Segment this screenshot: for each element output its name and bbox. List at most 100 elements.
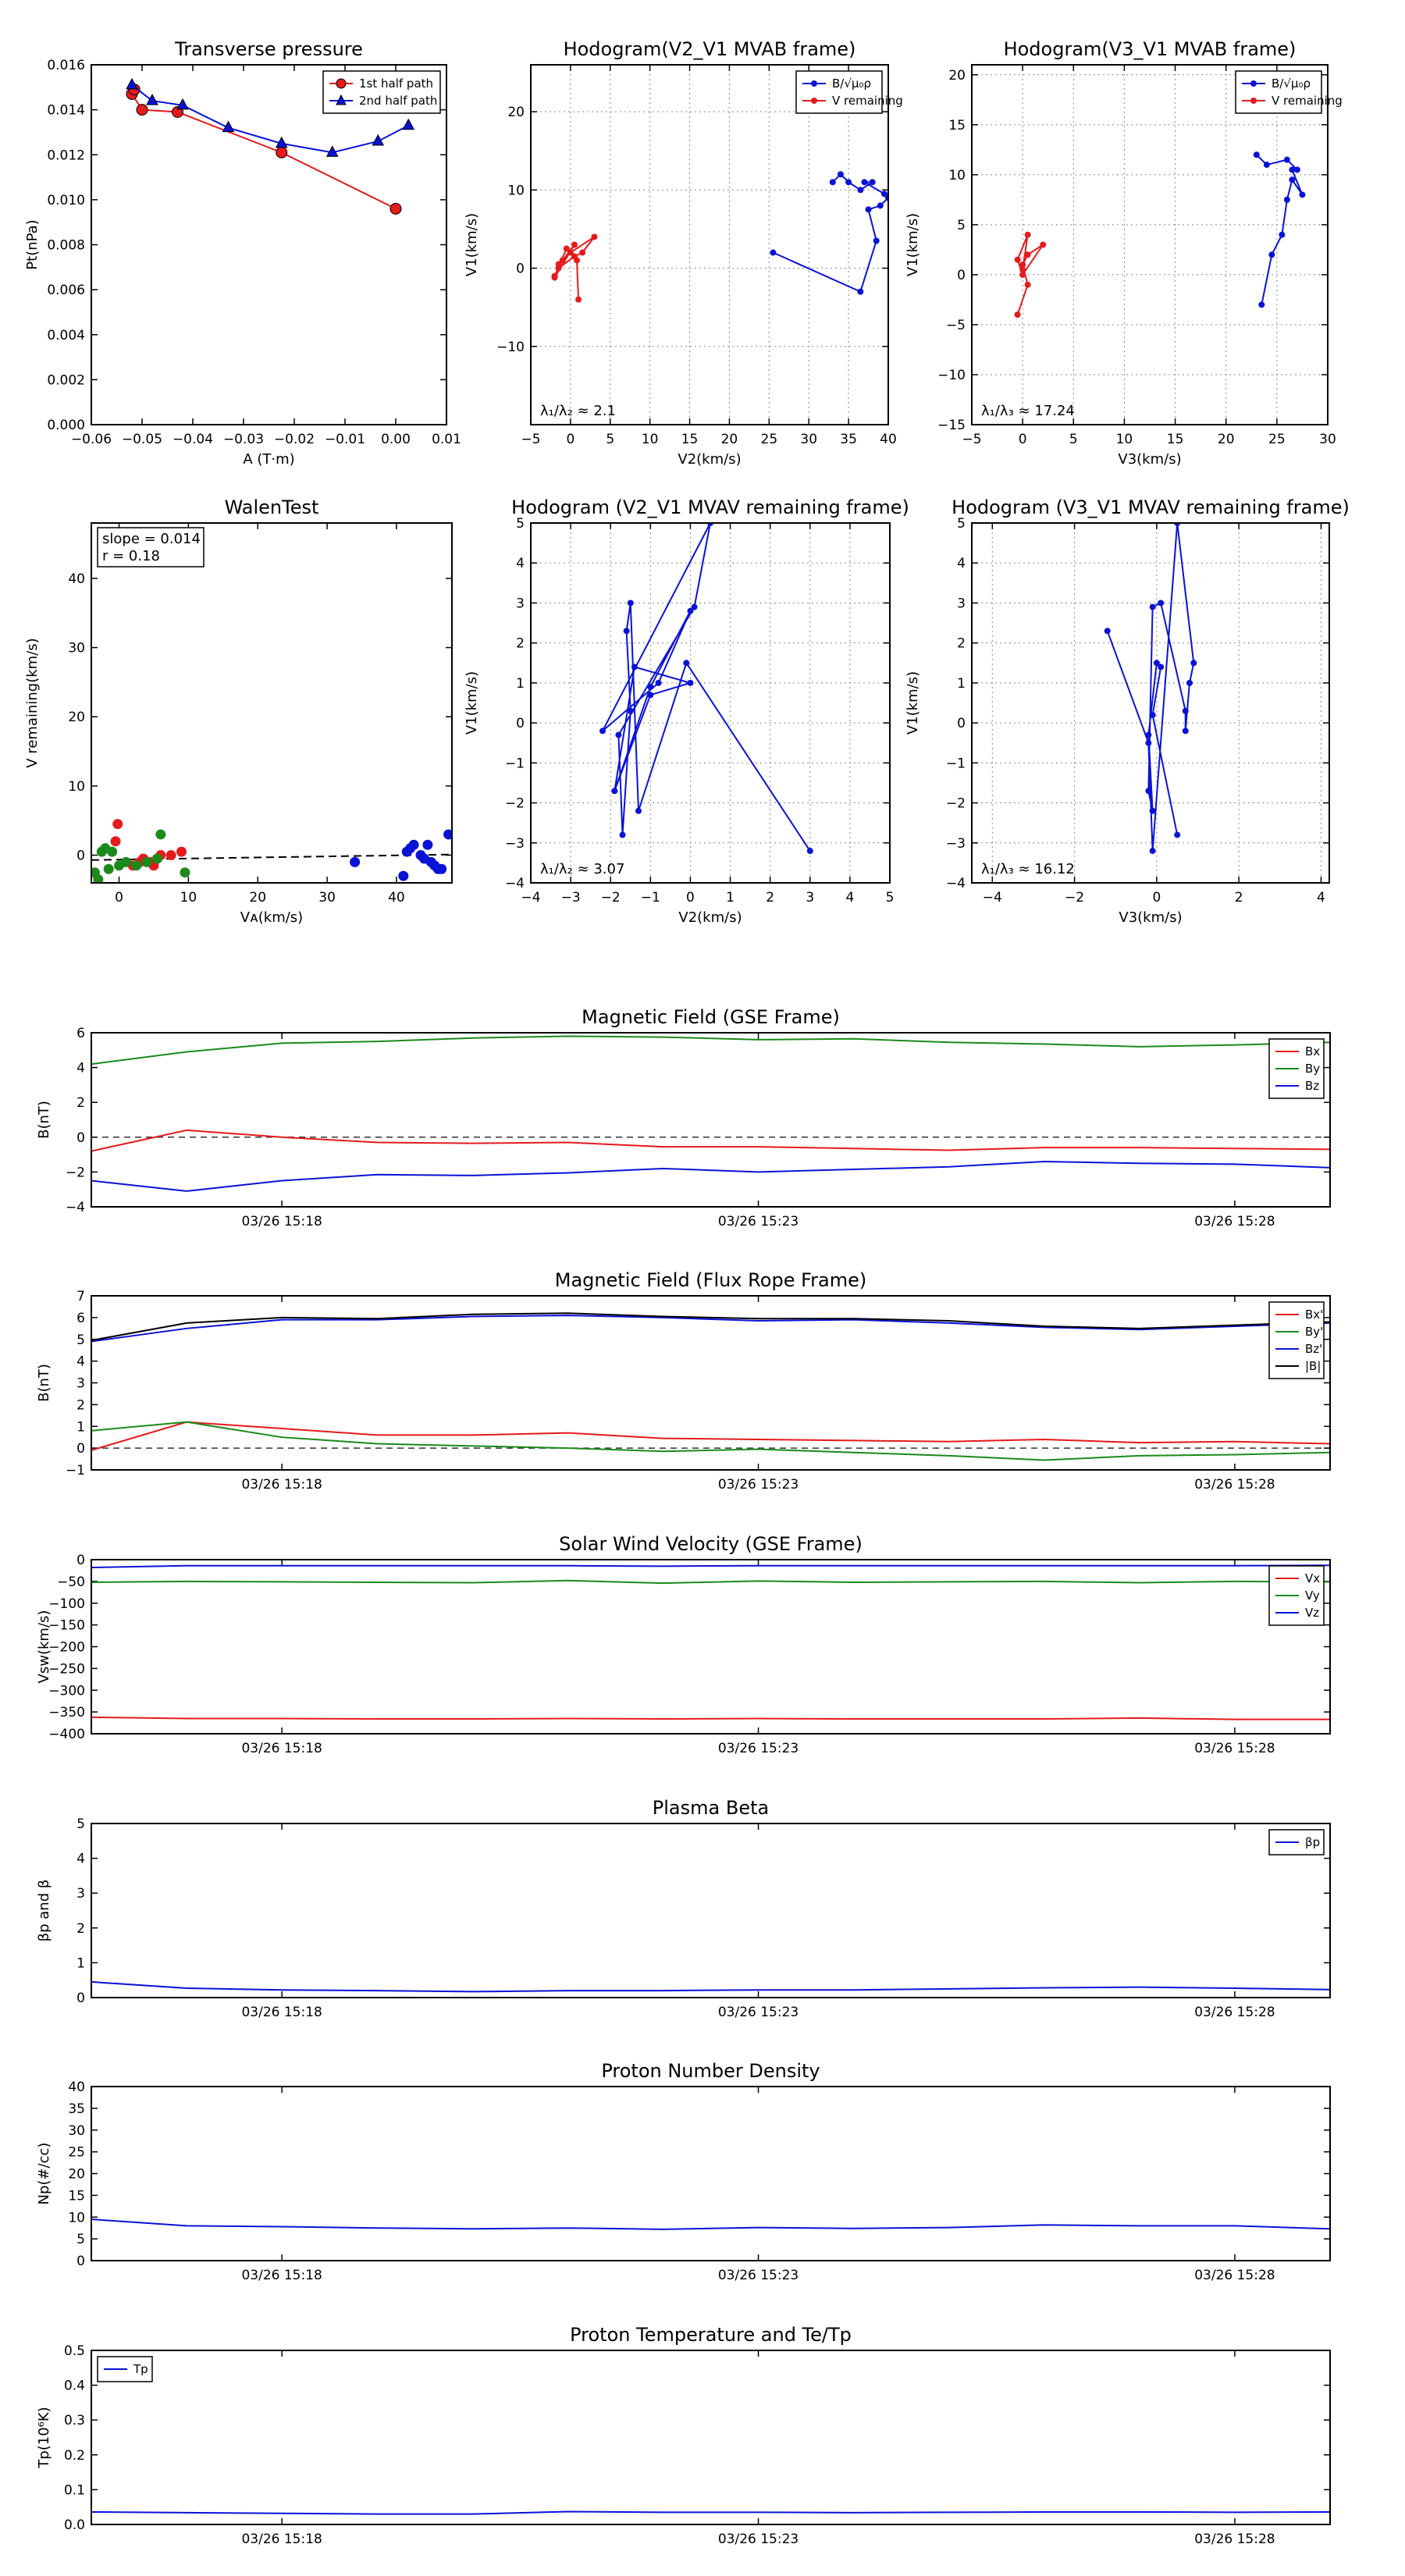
- y-tick-label: 2: [76, 1397, 85, 1413]
- x-tick-label: 03/26 15:18: [241, 1477, 322, 1493]
- axis-frame: [91, 1295, 1331, 1471]
- x-tick-label: 0: [686, 890, 695, 906]
- data-point: [1149, 711, 1156, 718]
- legend-frame: [795, 70, 883, 114]
- scatter-point: [93, 874, 104, 883]
- x-tick-label: 4: [1317, 890, 1325, 906]
- y-tick-label: −4: [946, 876, 966, 891]
- data-point: [146, 94, 158, 105]
- series-line-Tp: [91, 2510, 1330, 2515]
- data-point: [1014, 311, 1021, 318]
- scatter-point: [165, 850, 176, 861]
- data-point: [627, 600, 634, 607]
- data-point: [551, 274, 558, 281]
- data-point: [567, 249, 574, 256]
- data-point: [1289, 176, 1296, 183]
- data-point: [857, 288, 864, 295]
- y-tick-label: 3: [76, 1886, 85, 1902]
- y-axis-label: Tp(10⁶K): [36, 2407, 52, 2468]
- y-tick-label: 30: [68, 2123, 85, 2139]
- data-point: [1182, 728, 1189, 735]
- y-tick-label: −3: [946, 836, 966, 852]
- y-tick-label: 5: [957, 516, 966, 532]
- ratio-annotation: λ₁/λ₂ ≈ 3.07: [540, 861, 624, 877]
- x-tick-label: 0: [566, 432, 574, 447]
- x-tick-label: 03/26 15:18: [241, 2005, 322, 2020]
- y-tick-label: −4: [66, 1200, 85, 1215]
- legend: 1st half path 2nd half path: [322, 70, 441, 114]
- x-tick-label: −5: [521, 432, 540, 447]
- x-tick-label: 03/26 15:23: [718, 2268, 799, 2283]
- plot-area: [91, 1035, 1330, 1192]
- legend-label: 2nd half path: [359, 94, 437, 108]
- legend-frame: [1235, 70, 1322, 114]
- series-line-Bz: [91, 1161, 1330, 1192]
- chart-h3: Hodogram (V2_V1 MVAV remaining frame)−4−…: [464, 496, 909, 926]
- legend: Bx' By' Bz' |B|: [1268, 1301, 1325, 1379]
- y-tick-label: −350: [48, 1705, 85, 1720]
- data-point: [222, 120, 235, 133]
- data-point: [1153, 660, 1160, 667]
- y-tick-label: 20: [507, 105, 525, 120]
- data-point: [619, 831, 626, 838]
- data-point: [1158, 600, 1165, 607]
- axis-frame: [530, 522, 891, 884]
- plot-area: [91, 819, 452, 883]
- data-point: [389, 202, 402, 215]
- x-tick-label: 0: [1152, 890, 1161, 906]
- chart-tp: Proton Temperature and Te/Tp 03/26 15:18 0…: [36, 2324, 1331, 2547]
- scatter-point: [103, 863, 114, 874]
- data-point: [627, 707, 634, 714]
- plot-area: [1104, 523, 1197, 855]
- x-tick-label: 03/26 15:28: [1194, 1214, 1275, 1229]
- data-point: [861, 179, 868, 186]
- y-axis-label: βp and β: [36, 1880, 52, 1942]
- fit-line: [91, 853, 452, 861]
- x-tick-label: 25: [761, 432, 778, 447]
- legend-label: |B|: [1305, 1359, 1321, 1373]
- data-point: [1158, 664, 1165, 671]
- data-point: [683, 660, 690, 667]
- scatter-point: [408, 839, 419, 850]
- y-tick-label: 4: [516, 556, 525, 571]
- series-line-Bz': [91, 1315, 1330, 1343]
- y-axis-label: V remaining(km/s): [24, 638, 41, 767]
- y-tick-label: 35: [68, 2101, 85, 2117]
- ratio-annotation: λ₁/λ₂ ≈ 2.1: [540, 403, 616, 419]
- chart-title: Proton Number Density: [601, 2060, 820, 2082]
- y-tick-label: 5: [76, 1816, 85, 1832]
- legend: Bx By Bz: [1268, 1038, 1325, 1099]
- fit-annotation: slope = 0.014: [102, 531, 201, 547]
- y-tick-label: 0: [516, 262, 525, 277]
- y-tick-label: 0.4: [64, 2379, 85, 2394]
- y-tick-label: 0: [76, 1441, 85, 1457]
- x-tick-label: −0.01: [325, 432, 365, 447]
- x-tick-label: −3: [561, 890, 581, 906]
- y-tick-label: 7: [76, 1289, 85, 1304]
- data-point: [1182, 707, 1189, 714]
- data-point: [372, 133, 385, 146]
- scatter-point: [180, 867, 190, 878]
- plot-area: [91, 2218, 1330, 2230]
- y-tick-label: 0: [76, 1553, 85, 1568]
- x-tick-label: 03/26 15:28: [1194, 2532, 1275, 2547]
- series-line-|B|: [91, 1312, 1330, 1342]
- y-tick-label: −1: [505, 756, 525, 771]
- y-tick-label: 0.5: [64, 2343, 85, 2359]
- axis-frame: [971, 522, 1330, 884]
- y-tick-label: −50: [57, 1574, 85, 1590]
- scatter-point: [436, 863, 447, 874]
- chart-vsw: Solar Wind Velocity (GSE Frame) 03/26 15:…: [36, 1533, 1331, 1756]
- data-point: [1258, 301, 1265, 308]
- y-tick-label: −250: [48, 1661, 85, 1677]
- x-axis-label: Vᴀ(km/s): [240, 909, 303, 926]
- x-tick-label: 03/26 15:28: [1194, 1741, 1275, 1756]
- data-point: [869, 179, 876, 186]
- x-tick-label: 4: [845, 890, 854, 906]
- y-tick-label: 1: [76, 1955, 85, 1971]
- chart-bfr: Magnetic Field (Flux Rope Frame) 03/26 15…: [36, 1269, 1331, 1493]
- y-tick-label: −150: [48, 1618, 85, 1634]
- chart-h4: Hodogram (V3_V1 MVAV remaining frame) −4 −…: [905, 496, 1350, 926]
- legend-label: Bx: [1305, 1044, 1320, 1059]
